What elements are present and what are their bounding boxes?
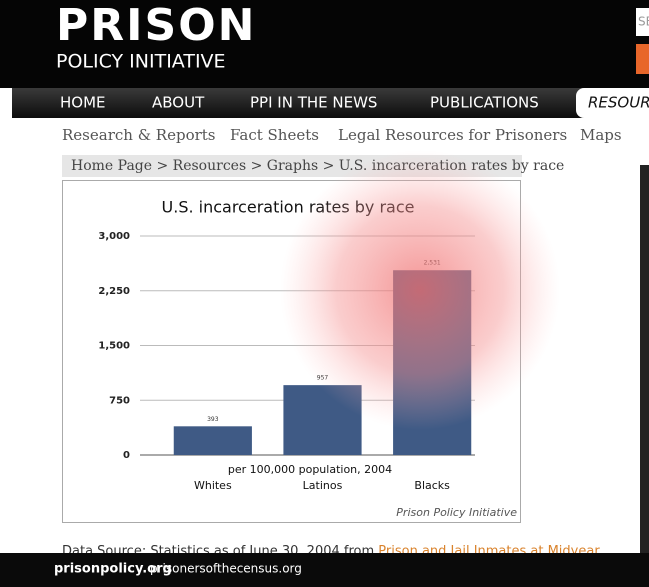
active-tab	[576, 88, 649, 118]
footer-link[interactable]: prisonpolicy.org	[54, 562, 172, 577]
logo[interactable]: PRISON	[56, 0, 256, 51]
bar	[173, 426, 252, 455]
y-tick-label: 1,500	[98, 341, 130, 352]
subnav-item[interactable]: Maps	[580, 126, 622, 144]
logo-subtitle[interactable]: POLICY INITIATIVE	[56, 51, 226, 73]
x-tick-label: Blacks	[414, 479, 450, 492]
y-tick-label: 0	[123, 450, 130, 461]
x-tick-label: Latinos	[303, 479, 343, 492]
subnav-item[interactable]: Legal Resources for Prisoners	[338, 126, 567, 144]
nav-item[interactable]: RESOURCES	[588, 94, 649, 112]
subnav: Research & Reports Fact Sheets Legal Resou…	[62, 126, 622, 144]
nav-item[interactable]: HOME	[60, 94, 106, 112]
side-panel	[640, 165, 649, 555]
y-tick-label: 750	[109, 395, 130, 406]
search-box[interactable]	[636, 8, 649, 36]
glare	[280, 150, 560, 430]
nav-item[interactable]: PPI IN THE NEWS	[250, 94, 377, 112]
subnav-item[interactable]: Research & Reports	[62, 126, 216, 144]
nav: HOME ABOUT PPI IN THE NEWS PUBLICATIONS RESO…	[60, 94, 649, 112]
subnav-item[interactable]: Fact Sheets	[230, 126, 319, 144]
x-tick-label: Whites	[194, 479, 232, 492]
header	[0, 0, 649, 88]
footer	[0, 553, 649, 587]
nav-item[interactable]: ABOUT	[152, 94, 205, 112]
value-label: 393	[207, 416, 219, 423]
x-axis-label: per 100,000 population, 2004	[228, 463, 392, 476]
y-tick-label: 3,000	[98, 231, 130, 242]
nav-bar	[12, 88, 649, 118]
search-button[interactable]	[636, 44, 649, 74]
search-placeholder: SEARCH	[638, 15, 649, 29]
chart-credit: Prison Policy Initiative	[396, 506, 517, 519]
footer-link[interactable]: prisonersofthecensus.org	[150, 562, 302, 576]
y-tick-label: 2,250	[98, 286, 130, 297]
nav-item[interactable]: PUBLICATIONS	[430, 94, 539, 112]
